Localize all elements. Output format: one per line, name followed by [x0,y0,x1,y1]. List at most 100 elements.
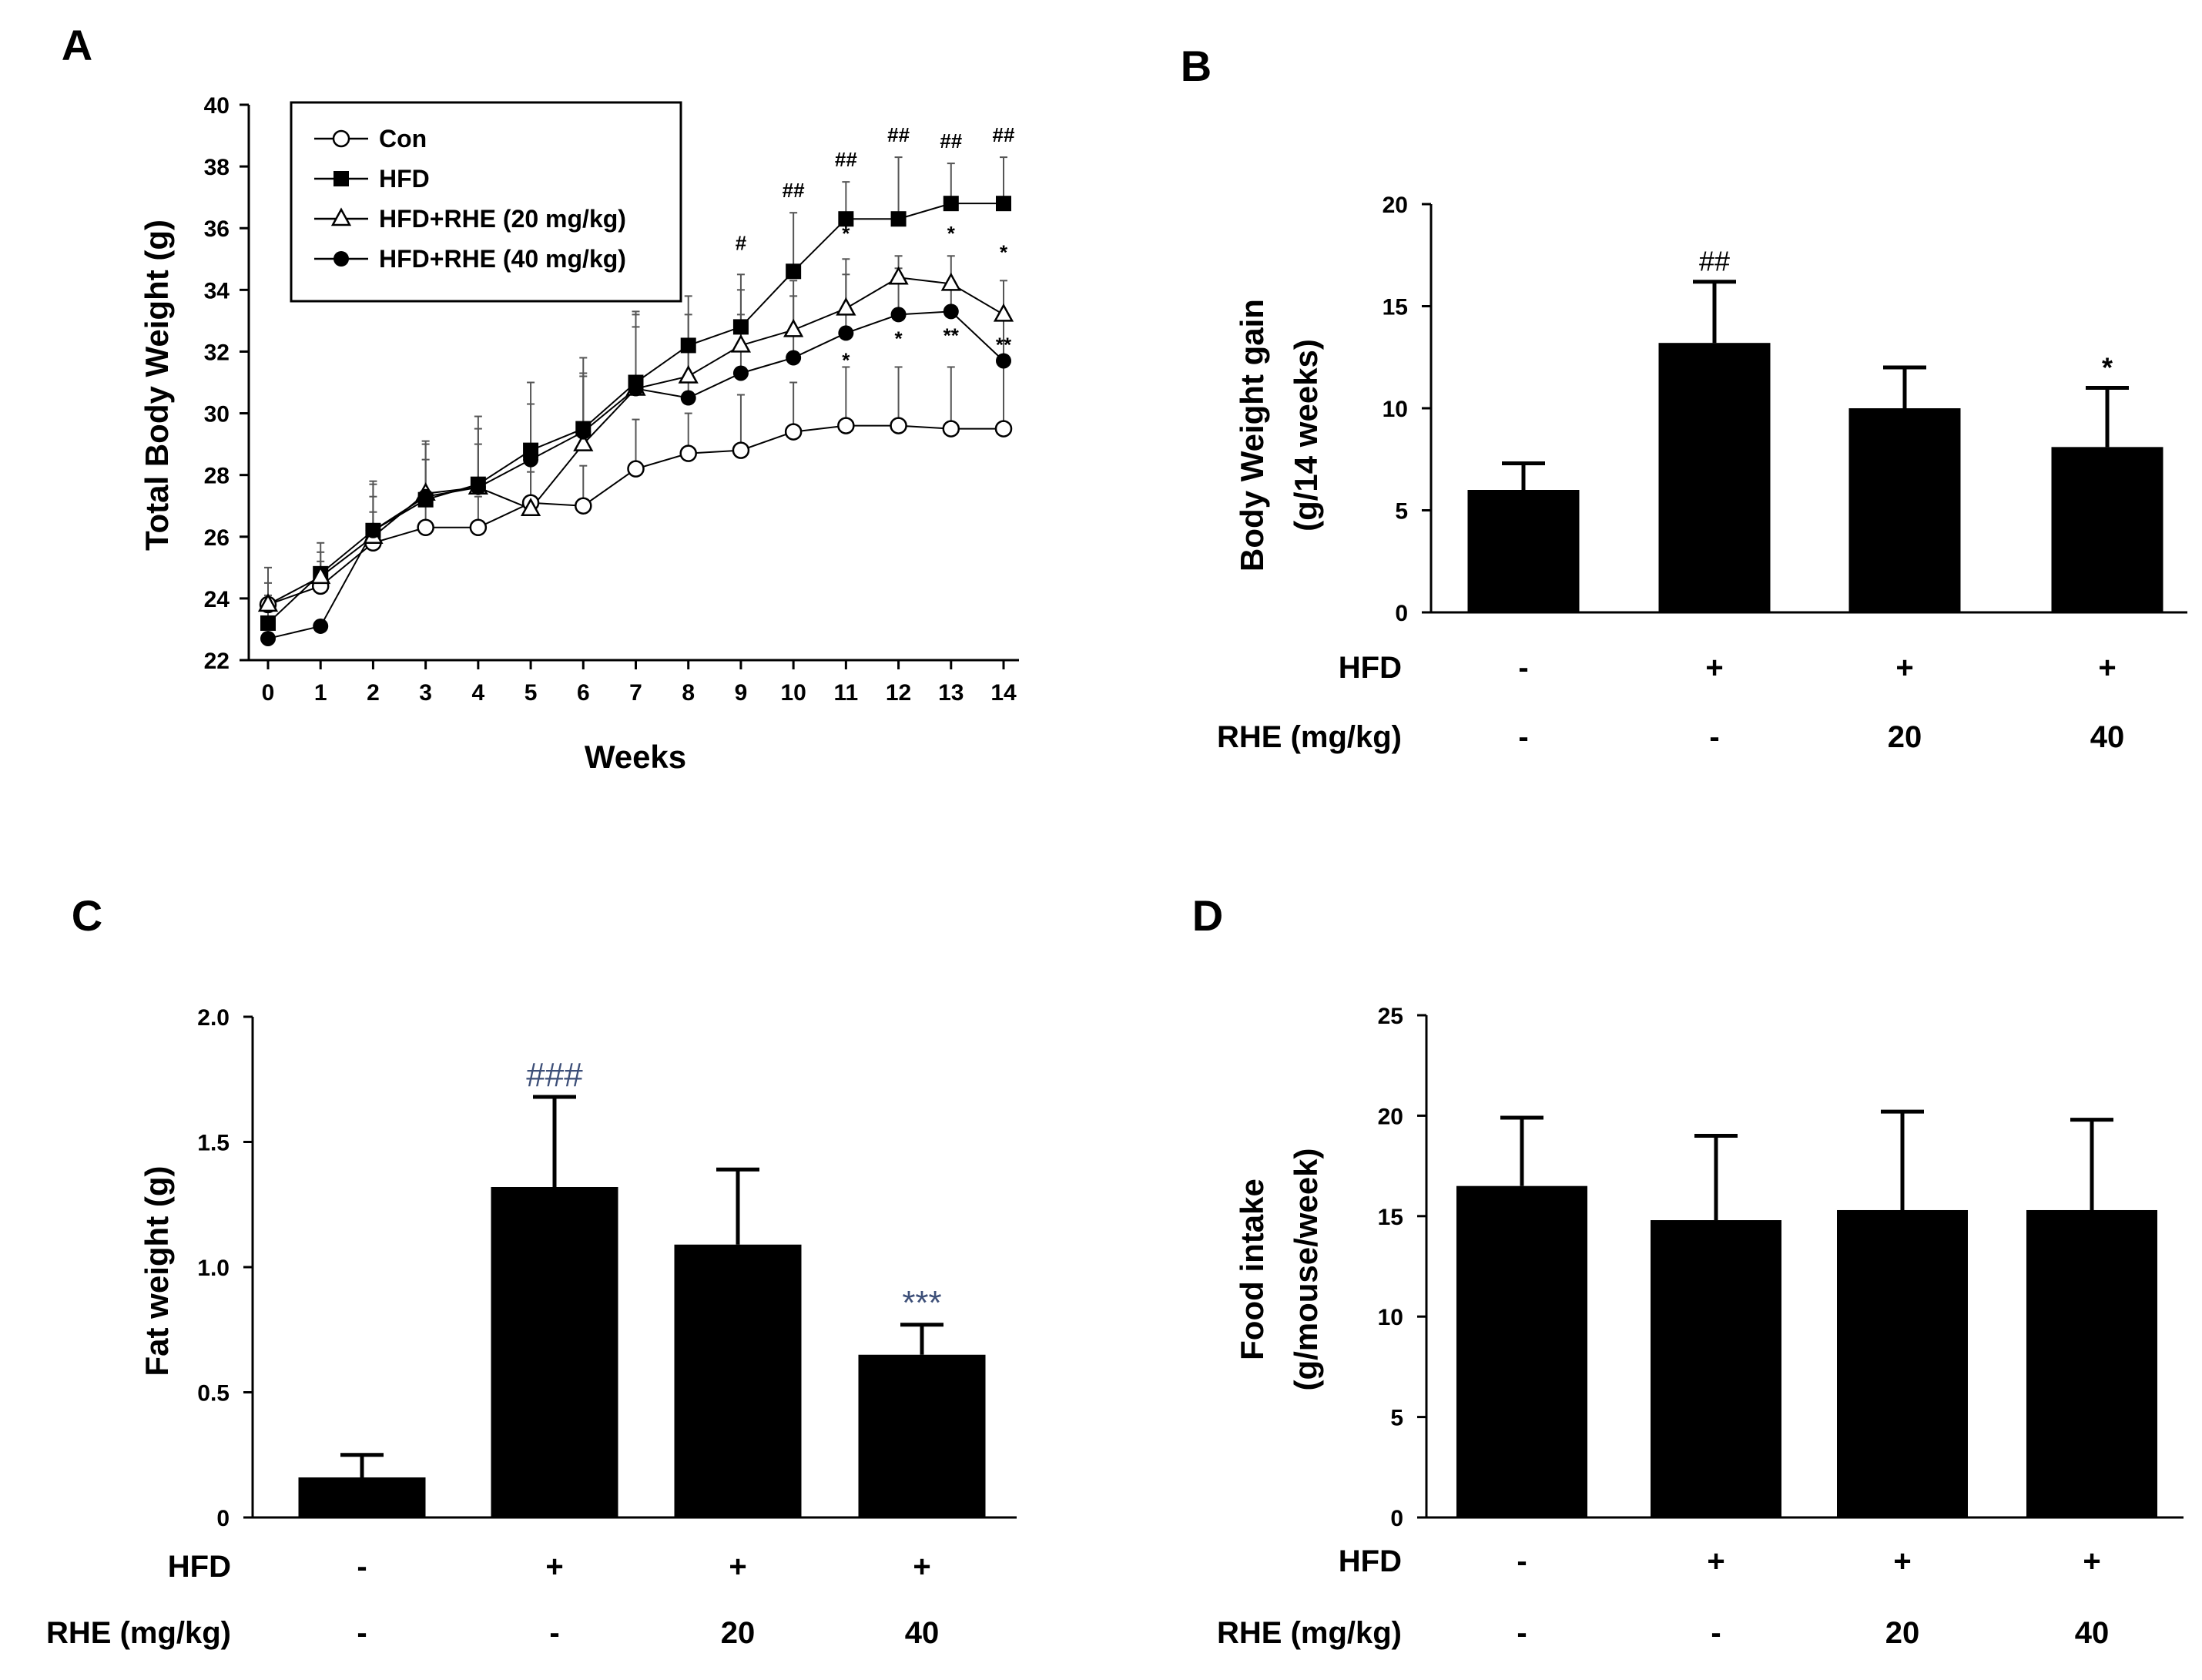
significance-mark: * [2102,352,2113,384]
y-tick-label: 15 [1378,1205,1403,1230]
significance-mark: * [842,222,850,245]
legend-marker [332,129,350,148]
condition-row-label: RHE (mg/kg) [1217,720,1402,754]
panel-letter-c: C [72,891,102,940]
data-point [470,479,486,495]
significance-mark: ## [993,123,1015,146]
y-tick-label: 5 [1395,499,1408,525]
data-point [575,424,592,440]
y-tick-label: 0 [216,1506,230,1531]
condition-value: 20 [721,1616,756,1650]
data-point [573,433,594,451]
condition-value: + [1895,651,1913,685]
condition-value: + [1705,651,1723,685]
y-tick-label: 10 [1378,1305,1403,1330]
x-tick-label: 11 [833,680,858,706]
significance-mark: ## [1699,246,1730,277]
panel-c-bar-chart: C 0 0.5 1.0 1.5 2.0 Fat weight (g) ### *** HFD - + +… [46,891,1017,1650]
condition-value: + [913,1550,930,1584]
y-tick-label: 38 [204,155,230,180]
legend-label: HFD+RHE (20 mg/kg) [379,205,626,233]
condition-value: - [1517,1616,1527,1650]
significance-mark: ## [887,123,910,146]
data-point [786,263,802,280]
significance-mark: ## [783,179,805,202]
data-point [365,522,381,538]
data-point [628,381,644,397]
condition-value: + [729,1550,746,1584]
significance-mark: ### [526,1056,583,1094]
data-point [678,364,699,384]
x-tick-label: 8 [682,680,695,706]
x-tick-label: 2 [367,680,380,706]
bar [298,1477,426,1517]
condition-row-label: HFD [168,1550,231,1584]
data-point [679,444,697,462]
data-point [943,303,959,320]
y-axis-title: Food intake [1234,1179,1270,1360]
bar [1456,1185,1587,1517]
x-tick-label: 1 [314,680,327,706]
x-tick-label: 5 [525,680,538,706]
x-tick-label: 9 [735,680,748,706]
y-tick-label: 20 [1378,1104,1403,1129]
data-point [890,417,907,434]
condition-value: - [357,1550,367,1584]
condition-value: + [1893,1544,1911,1578]
y-tick-label: 26 [204,525,230,551]
condition-value: 20 [1885,1616,1920,1650]
data-point [888,266,909,285]
y-tick-label: 36 [204,216,230,242]
y-tick-label: 30 [204,402,230,428]
y-tick-label: 5 [1390,1406,1403,1431]
panel-letter-d: D [1192,891,1223,940]
x-tick-label: 13 [938,680,964,706]
condition-value: - [1517,1544,1527,1578]
x-axis-title: Weeks [585,739,686,775]
y-tick-label: 40 [204,93,230,119]
bar [1837,1209,1968,1517]
data-point [996,196,1011,212]
y-tick-label: 0 [1395,601,1408,626]
legend-box [290,101,682,303]
panel-letter-a: A [62,21,92,69]
data-point [417,518,434,537]
y-tick-label: 0 [1390,1506,1403,1531]
condition-value: - [1518,651,1528,685]
data-point [838,211,854,227]
y-axis-title: (g/mouse/week) [1288,1148,1324,1390]
significance-mark: ** [943,324,960,347]
legend-label: Con [379,125,427,153]
y-tick-label: 28 [204,464,230,489]
bar [1658,343,1771,612]
panel-d-bar-chart: D 0 5 10 15 20 25 Food intake (g/mouse/week) HFD -… [1192,891,2184,1650]
significance-mark: * [947,222,956,245]
data-point [260,615,276,631]
condition-value: - [357,1616,367,1650]
y-axis-title: Total Body Weight (g) [139,220,175,551]
x-tick-label: 4 [472,680,485,706]
significance-mark: ## [835,148,857,171]
significance-mark: ** [996,333,1012,356]
legend-marker [333,251,349,267]
bar [674,1244,802,1517]
significance-mark: *** [902,1284,941,1322]
condition-value: - [1709,720,1719,754]
data-point [994,420,1013,438]
condition-value: 40 [2075,1616,2110,1650]
bar [1848,408,1961,612]
data-point [680,390,696,406]
significance-mark: # [736,231,747,254]
x-tick-label: 7 [629,680,642,706]
condition-row-label: RHE (mg/kg) [46,1616,231,1650]
bar [1467,490,1580,612]
significance-mark: * [895,327,903,350]
panel-letter-b: B [1181,42,1212,90]
condition-value: 20 [1888,720,1922,754]
condition-value: 40 [2090,720,2125,754]
y-tick-label: 20 [1383,193,1408,218]
data-point [890,307,907,323]
data-point [993,303,1014,322]
y-axis-title: Fat weight (g) [139,1166,175,1377]
data-point [890,211,907,227]
